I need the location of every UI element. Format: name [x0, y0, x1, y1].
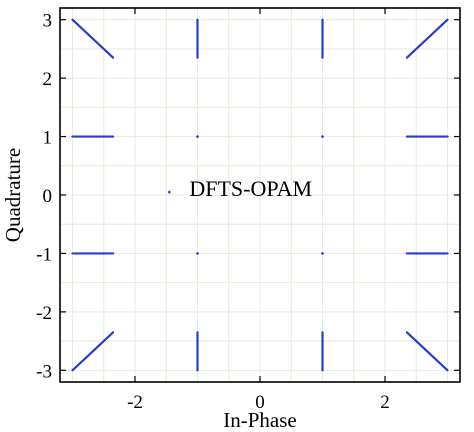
y-tick-label: 2 [43, 69, 53, 90]
y-tick-label: 3 [43, 11, 53, 32]
constellation-segment [71, 331, 115, 372]
annotation-label: DFTS-OPAM [189, 176, 312, 201]
y-tick-label: 1 [43, 128, 53, 149]
y-tick-labels: 3 2 1 0 -1 -2 -3 [36, 11, 52, 383]
constellation-point [321, 135, 324, 138]
y-tick-label: 0 [43, 186, 53, 207]
x-tick-label: 0 [255, 392, 265, 413]
x-tick-labels: -2 0 2 [127, 392, 390, 413]
constellation-segment [71, 18, 115, 59]
constellation-point [321, 252, 324, 255]
constellation-point [196, 135, 199, 138]
y-tick-label: -3 [36, 361, 52, 382]
x-tick-label: -2 [127, 392, 143, 413]
constellation-point [196, 252, 199, 255]
y-axis-title: Quadrature [1, 148, 25, 242]
constellation-segment [405, 18, 449, 59]
tick-marks [60, 8, 460, 382]
y-tick-label: -2 [36, 303, 52, 324]
data-marks [71, 18, 449, 372]
grid [60, 8, 460, 382]
x-tick-label: 2 [380, 392, 390, 413]
constellation-segment [405, 331, 449, 372]
x-axis-title: In-Phase [223, 408, 296, 432]
constellation-point [168, 190, 171, 194]
y-tick-label: -1 [36, 244, 52, 265]
